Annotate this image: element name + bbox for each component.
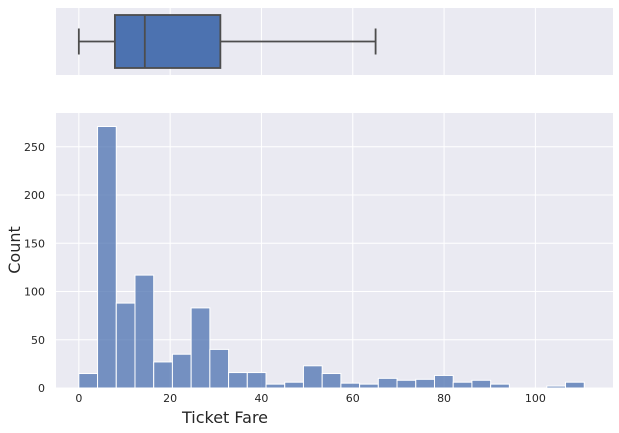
histogram-bar: [228, 372, 248, 389]
histogram-bar: [452, 381, 473, 389]
histogram-bar: [359, 383, 379, 389]
histogram-bar: [471, 379, 492, 389]
histogram-panel: 0 20 40 60 80 100 0 50 100 150 200 250 Ticket Fare…: [5, 113, 613, 427]
histogram-bar: [246, 372, 267, 389]
x-tick-label: 40: [254, 392, 268, 405]
histogram-bar: [134, 274, 155, 389]
histogram-bar: [490, 383, 510, 389]
histogram-bar: [153, 361, 173, 389]
x-tick-label: 100: [525, 392, 546, 405]
histogram-bar: [565, 381, 585, 389]
histogram-bar: [433, 374, 454, 389]
histogram-bars: [78, 126, 585, 389]
histogram-bar: [265, 383, 286, 389]
histogram-bar: [190, 307, 211, 389]
histogram-bar: [78, 373, 99, 389]
y-tick-label: 150: [24, 237, 45, 250]
histogram-bar: [115, 302, 136, 389]
x-tick-label: 20: [163, 392, 177, 405]
x-axis-label: Ticket Fare: [181, 408, 268, 427]
boxplot-panel: [56, 8, 613, 75]
boxplot-marks: [77, 14, 377, 69]
y-tick-labels: 0 50 100 150 200 250: [24, 141, 45, 395]
y-tick-label: 200: [24, 189, 45, 202]
histogram-bar: [377, 377, 398, 389]
y-tick-label: 0: [38, 382, 45, 395]
x-tick-label: 60: [346, 392, 360, 405]
histogram-bar: [415, 378, 435, 389]
y-tick-label: 50: [31, 334, 45, 347]
x-tick-label: 80: [437, 392, 451, 405]
y-tick-label: 250: [24, 141, 45, 154]
histogram-bar: [209, 348, 230, 389]
histogram-bar: [284, 381, 304, 389]
y-axis-label: Count: [5, 226, 24, 274]
histogram-bar: [340, 382, 361, 389]
histogram-bar: [171, 353, 192, 389]
x-tick-labels: 0 20 40 60 80 100: [75, 392, 546, 405]
histogram-bar: [302, 365, 323, 389]
x-tick-label: 0: [75, 392, 82, 405]
histogram-bar: [396, 379, 417, 389]
histogram-bar: [321, 373, 342, 389]
histogram-bar: [97, 126, 117, 389]
histogram-bar: [546, 385, 567, 389]
y-tick-label: 100: [24, 286, 45, 299]
boxplot-box: [113, 14, 222, 69]
